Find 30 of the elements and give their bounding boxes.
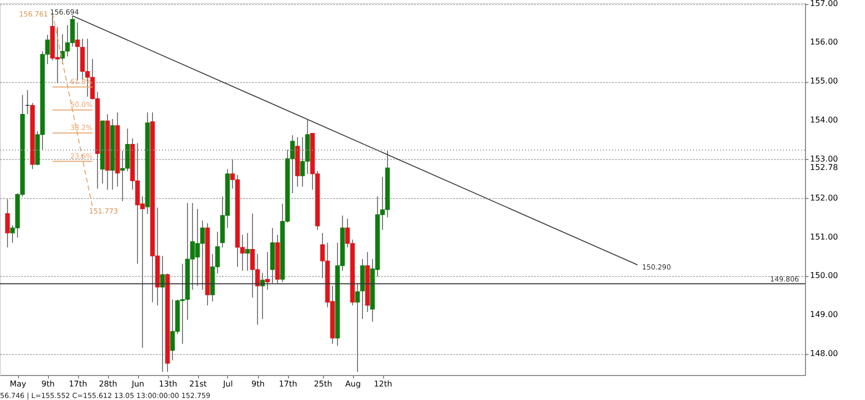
candlestick xyxy=(5,198,10,248)
y-tick-label: 156.00 xyxy=(810,38,838,47)
y-tick-label: 154.00 xyxy=(810,116,838,125)
x-tick-label: 9th xyxy=(251,380,265,388)
y-tick-label: 153.00 xyxy=(810,154,838,164)
y-tick-label: 150.00 xyxy=(810,271,838,280)
y-tick-label: 149.00 xyxy=(810,310,838,320)
y-tick-label: 152.78 xyxy=(810,162,838,172)
y-tick-label: 148.00 xyxy=(810,348,838,358)
x-tick-label: 13th xyxy=(158,380,178,388)
x-tick-label: Aug xyxy=(345,380,361,388)
candlestick xyxy=(160,255,165,372)
candlestick xyxy=(260,272,265,320)
x-tick-label: 17th xyxy=(278,380,298,388)
x-tick-label: 21st xyxy=(189,380,207,388)
y-tick-label: 155.00 xyxy=(810,76,838,86)
candlestick xyxy=(355,282,360,372)
x-tick-label: Jun xyxy=(130,380,144,388)
x-tick-label: May xyxy=(10,380,27,388)
y-tick-label: 152.00 xyxy=(810,193,838,202)
x-tick-label: Jul xyxy=(222,380,233,388)
y-tick-label: 157.00 xyxy=(810,0,838,8)
x-tick-label: 25th xyxy=(314,380,332,388)
candlestick xyxy=(245,232,250,272)
x-tick-label: 28th xyxy=(98,380,118,388)
x-tick-label: 12th xyxy=(374,380,392,388)
x-tick-label: 17th xyxy=(68,380,88,388)
x-tick-label: 9th xyxy=(41,380,55,388)
y-tick-label: 151.00 xyxy=(810,232,838,242)
candlestick xyxy=(265,252,270,290)
